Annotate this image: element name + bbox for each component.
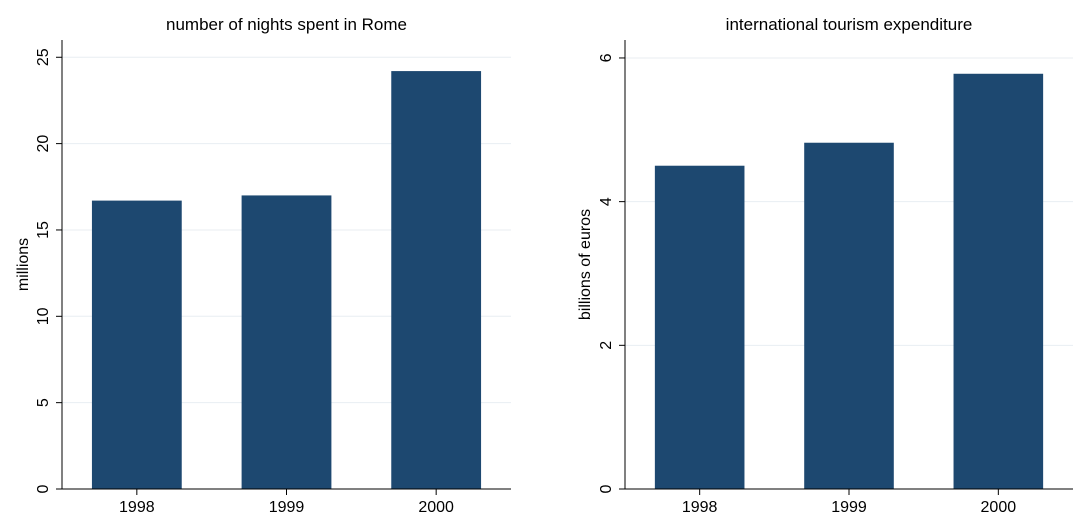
bars [91,71,482,489]
y-tick-label: 15 [35,221,52,239]
y-tick-label: 20 [35,135,52,153]
x-tick-label: 2000 [418,499,454,516]
x-tick-label: 1998 [682,499,718,516]
chart-title: international tourism expenditure [726,15,973,34]
bar-2000 [391,71,482,489]
bar-1998 [91,200,182,489]
x-tick-label: 1998 [119,499,155,516]
bars [654,73,1044,489]
axes: 0 2 4 6 1998 1999 2000 [598,40,1073,516]
x-tick-label: 1999 [831,499,867,516]
bar-2000 [953,73,1044,489]
y-tick-label: 6 [598,53,615,62]
y-tick-label: 0 [598,484,615,493]
bar-1999 [804,142,894,489]
axes: 0 5 10 15 20 25 1998 1999 2000 [35,40,511,516]
y-axis-label: billions of euros [577,209,594,320]
chart-nights-in-rome: number of nights spent in Rome millions … [15,15,511,516]
y-axis-label: millions [15,238,32,291]
y-tick-label: 5 [35,398,52,407]
y-tick-label: 0 [35,484,52,493]
y-tick-label: 4 [598,197,615,206]
chart-title: number of nights spent in Rome [166,15,407,34]
bar-1999 [241,195,332,489]
chart-tourism-expenditure: international tourism expenditure billio… [577,15,1073,516]
y-tick-label: 25 [35,48,52,66]
x-tick-label: 2000 [981,499,1017,516]
y-tick-label: 10 [35,307,52,325]
y-tick-label: 2 [598,341,615,350]
x-tick-label: 1999 [269,499,305,516]
bar-1998 [654,165,745,489]
